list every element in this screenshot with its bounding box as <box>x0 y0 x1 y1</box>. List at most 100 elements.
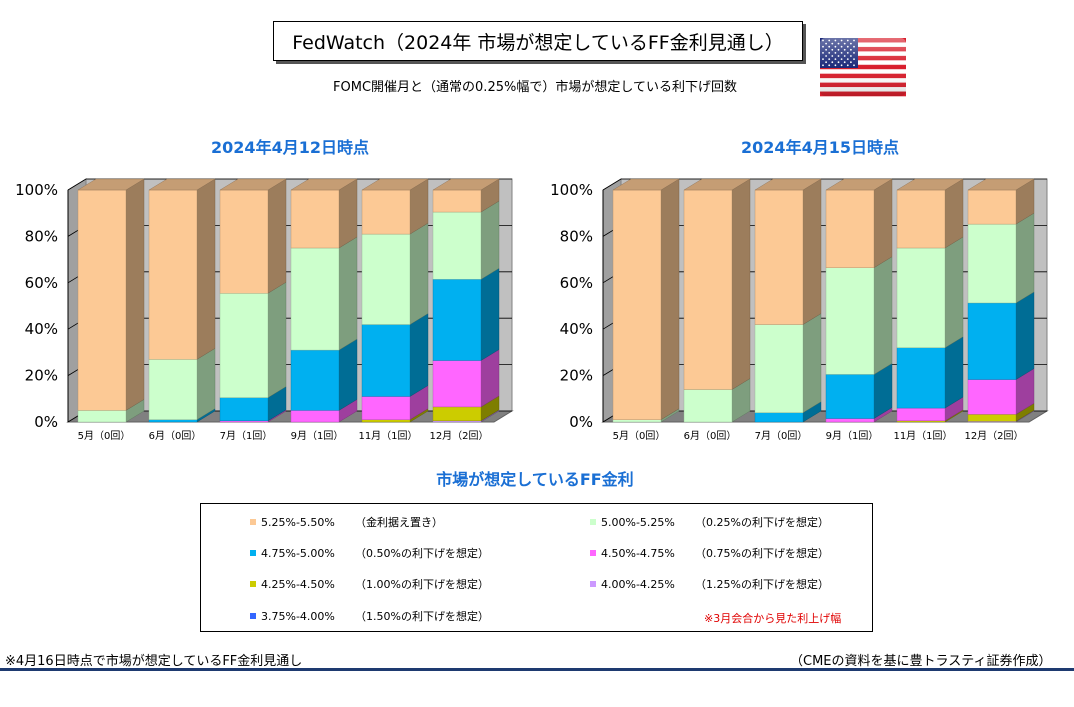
bar-segment <box>896 236 964 349</box>
bar-top-face <box>290 178 358 191</box>
legend-item: 3.75%-4.00% （1.50%の利下げを想定） <box>250 608 489 624</box>
legend-range: 4.75%-5.00% <box>261 546 335 560</box>
bar-segment <box>148 348 216 421</box>
x-tick-label: 9月（1回） <box>291 430 344 442</box>
bar-segment <box>967 178 1035 225</box>
legend-swatch <box>590 519 596 525</box>
y-tick-label: 0% <box>569 413 593 431</box>
bar-segment <box>896 178 964 249</box>
bar-segment <box>896 336 964 409</box>
x-tick-label: 5月（0回） <box>613 430 666 442</box>
x-tick-label: 11月（1回） <box>893 430 952 442</box>
x-tick-label: 9月（1回） <box>826 430 879 442</box>
bar-segment <box>967 212 1035 304</box>
legend-range: 5.25%-5.50% <box>261 515 335 529</box>
legend-range: 4.25%-4.50% <box>261 577 335 591</box>
bar-segment <box>432 349 500 408</box>
bar-top-face <box>825 178 893 191</box>
x-tick-label: 6月（0回） <box>684 430 737 442</box>
legend-item: 4.75%-5.00% （0.50%の利下げを想定） <box>250 545 489 561</box>
bar-segment <box>219 281 287 398</box>
bar-segment <box>290 338 358 411</box>
bar-segment <box>290 178 358 249</box>
bar-segment <box>361 385 429 421</box>
page-title: FedWatch（2024年 市場が想定しているFF金利見通し） <box>273 21 803 61</box>
legend-heading: 市場が想定しているFF金利 <box>436 470 634 489</box>
bar-segment <box>361 178 429 235</box>
x-tick-label: 7月（0回） <box>755 430 808 442</box>
bar-top-face <box>432 178 500 191</box>
y-tick-label: 100% <box>550 181 593 199</box>
bar-segment <box>967 291 1035 380</box>
gridline <box>67 178 512 191</box>
bar-segment <box>825 256 893 375</box>
bar-segment <box>148 178 216 360</box>
bar-segment <box>77 178 145 411</box>
footer-divider <box>0 668 1074 671</box>
bar-segment <box>432 267 500 361</box>
stacked-bar-chart-apr15: 0% 20% 40% 60% 80% 100% 5月（0回） 6月（0回） 7月（0回） 9月（1… <box>550 178 1049 442</box>
legend-swatch <box>250 519 256 525</box>
page-subtitle: FOMC開催月と（通常の0.25%幅で）市場が想定している利下げ回数 <box>333 80 737 95</box>
y-tick-label: 0% <box>34 413 58 431</box>
bar-segment <box>432 200 500 280</box>
legend-swatch <box>590 581 596 587</box>
x-tick-label: 12月（2回） <box>429 430 488 442</box>
x-tick-label: 11月（1回） <box>358 430 417 442</box>
bar-top-face <box>754 178 822 191</box>
bar-top-face <box>896 178 964 191</box>
legend: 5.25%-5.50% （金利据え置き） 5.00%-5.25% （0.25%の… <box>200 503 873 632</box>
legend-desc: （金利据え置き） <box>355 516 443 529</box>
bar-segment <box>754 313 822 414</box>
y-tick-label: 80% <box>25 227 58 245</box>
bar-segment <box>361 222 429 325</box>
bar-segment <box>825 178 893 269</box>
legend-note: ※3月会合から見た利上げ幅 <box>704 612 842 625</box>
bar-segment <box>219 386 287 422</box>
y-tick-label: 40% <box>560 320 593 338</box>
footer-source: （CMEの資料を基に豊トラスティ証券作成） <box>790 654 1052 669</box>
bar-segment <box>612 178 680 421</box>
stacked-bar-chart-apr12: 0% 20% 40% 60% 80% 100% 5月（0回） 6月（0回） 7月（1回） 9月（1… <box>15 178 514 442</box>
chart-title-apr15: 2024年4月15日時点 <box>741 138 899 157</box>
bar-segment <box>825 363 893 419</box>
bar-segment <box>967 368 1035 415</box>
bar-segment <box>361 313 429 397</box>
legend-swatch <box>250 581 256 587</box>
footer-note: ※4月16日時点で市場が想定しているFF金利見通し <box>5 654 303 669</box>
us-flag-icon <box>820 38 906 97</box>
legend-item: 4.25%-4.50% （1.00%の利下げを想定） <box>250 576 489 592</box>
y-tick-label: 80% <box>560 227 593 245</box>
legend-swatch <box>250 550 256 556</box>
bar-segment <box>432 395 500 422</box>
x-tick-label: 12月（2回） <box>964 430 1023 442</box>
x-tick-label: 7月（1回） <box>220 430 273 442</box>
legend-desc: （0.75%の利下げを想定） <box>695 547 829 560</box>
legend-range: 4.00%-4.25% <box>601 577 675 591</box>
bar-top-face <box>683 178 751 191</box>
y-tick-label: 60% <box>560 274 593 292</box>
legend-range: 5.00%-5.25% <box>601 515 675 529</box>
legend-item: 5.00%-5.25% （0.25%の利下げを想定） <box>590 514 829 530</box>
legend-swatch <box>250 613 256 619</box>
legend-desc: （0.50%の利下げを想定） <box>355 547 489 560</box>
legend-item: 5.25%-5.50% （金利据え置き） <box>250 514 443 530</box>
x-tick-label: 6月（0回） <box>149 430 202 442</box>
bar-segment <box>754 178 822 325</box>
legend-desc: （1.50%の利下げを想定） <box>355 610 489 623</box>
bar-top-face <box>967 178 1035 191</box>
y-tick-label: 20% <box>25 367 58 385</box>
legend-item: 4.00%-4.25% （1.25%の利下げを想定） <box>590 576 829 592</box>
legend-desc: （1.25%の利下げを想定） <box>695 578 829 591</box>
bar-segment <box>683 378 751 423</box>
legend-desc: （0.25%の利下げを想定） <box>695 516 829 529</box>
bar-top-face <box>219 178 287 191</box>
x-tick-label: 5月（0回） <box>78 430 131 442</box>
bar-top-face <box>77 178 145 191</box>
gridline <box>602 178 1047 191</box>
y-tick-label: 40% <box>25 320 58 338</box>
bar-top-face <box>148 178 216 191</box>
bar-top-face <box>612 178 680 191</box>
bar-segment <box>219 178 287 294</box>
y-tick-label: 60% <box>25 274 58 292</box>
